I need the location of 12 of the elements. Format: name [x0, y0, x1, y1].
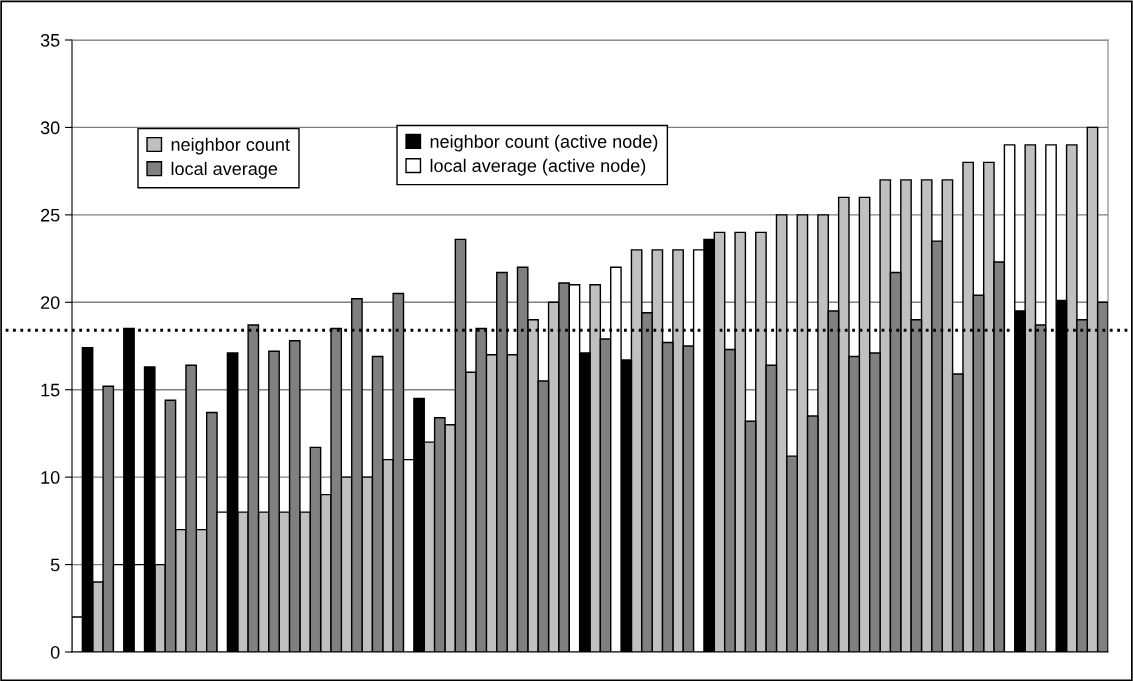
y-tick-label: 10 — [41, 471, 60, 484]
legend-label: local average (active node) — [430, 158, 646, 176]
y-tick-label: 30 — [40, 121, 60, 135]
y-tick-label: 20 — [41, 296, 60, 310]
y-tick-label: 0 — [50, 645, 60, 659]
legend-label: neighbor count (active node) — [430, 134, 658, 152]
legend-label: local average — [171, 161, 278, 179]
legend-label: neighbor count — [171, 137, 290, 155]
y-tick-label: 15 — [41, 383, 60, 397]
y-tick-label: 35 — [40, 33, 60, 47]
y-tick-label: 5 — [50, 558, 60, 572]
y-tick-label: 25 — [41, 208, 60, 222]
